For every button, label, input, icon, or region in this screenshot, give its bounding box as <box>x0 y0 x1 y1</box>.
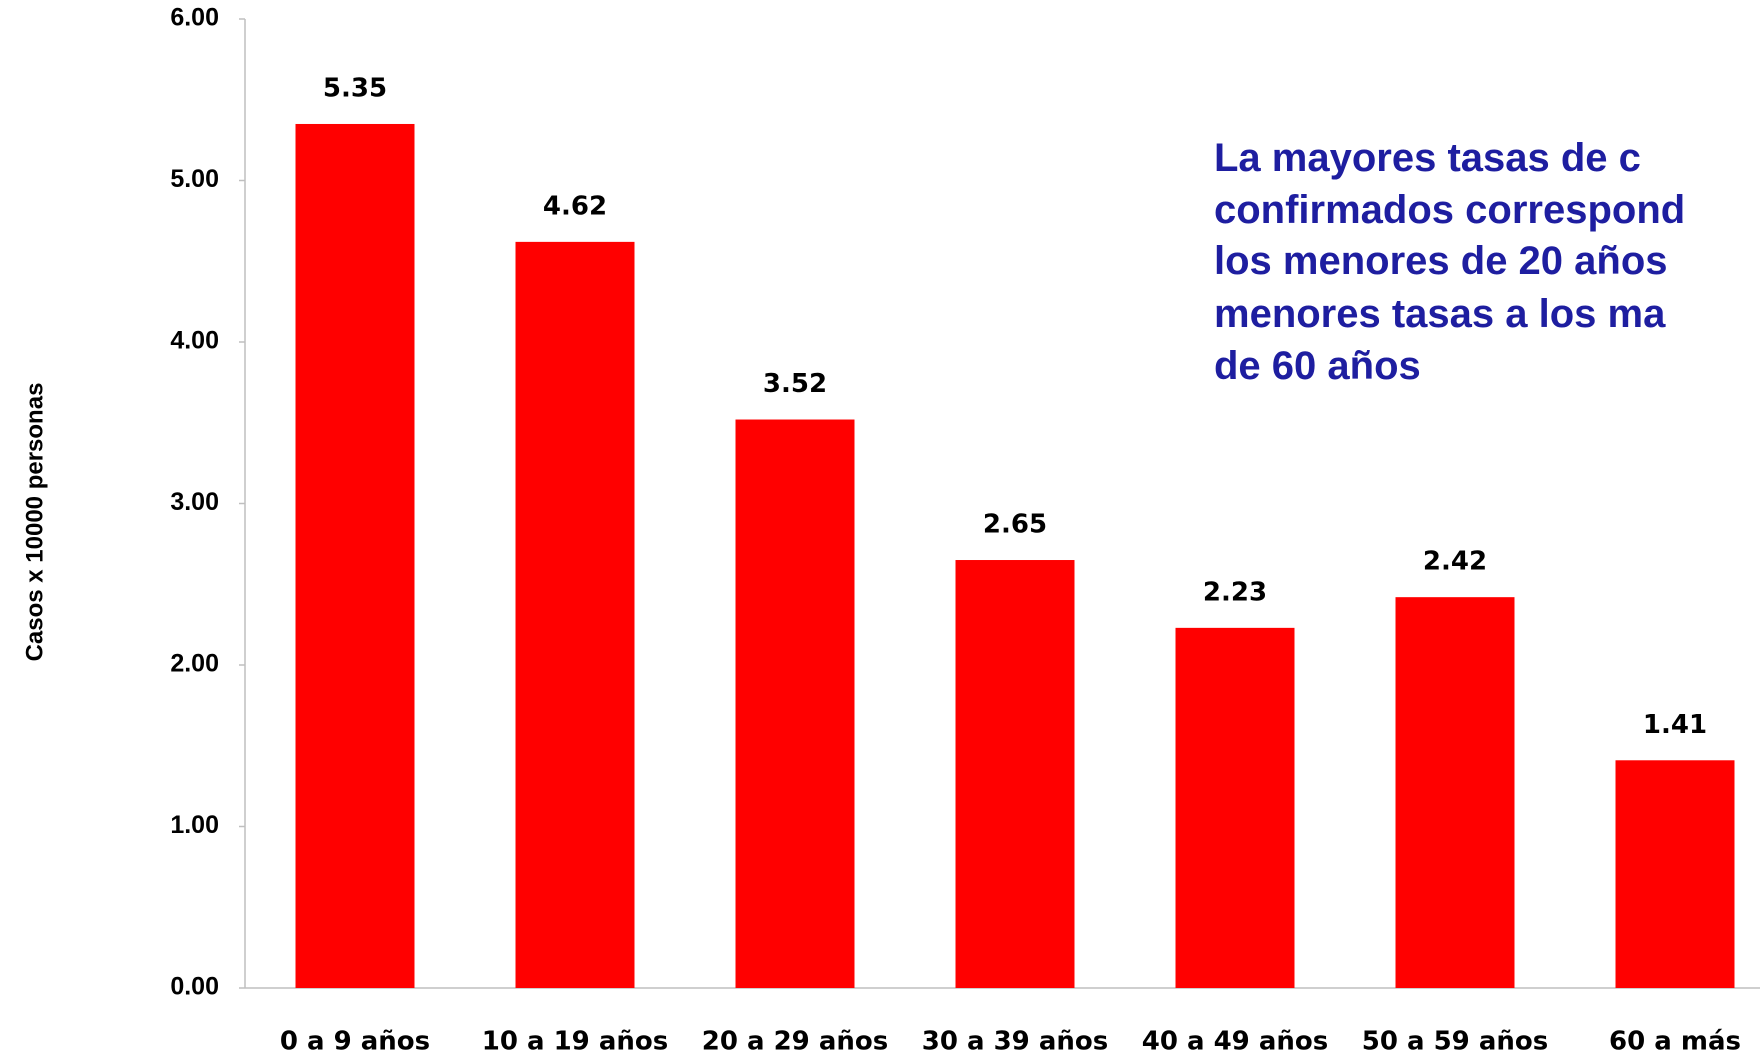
bar <box>295 123 415 989</box>
value-label: 4.62 <box>543 191 607 221</box>
x-tick-label: 60 a más <box>1609 1027 1741 1057</box>
y-tick-label: 6.00 <box>170 4 219 32</box>
x-tick-label: 20 a 29 años <box>702 1027 888 1057</box>
annotation-line: menores tasas a los ma <box>1214 292 1666 336</box>
x-tick-label: 40 a 49 años <box>1142 1027 1328 1057</box>
bar <box>955 560 1075 988</box>
bar <box>1395 597 1515 988</box>
bar <box>735 419 855 988</box>
x-tick-label: 50 a 59 años <box>1362 1027 1548 1057</box>
annotation-line: confirmados correspond <box>1214 188 1685 232</box>
y-tick-label: 2.00 <box>170 650 219 678</box>
bar <box>1175 627 1295 988</box>
annotation-line: los menores de 20 años <box>1214 239 1668 283</box>
bar <box>1615 760 1735 988</box>
y-tick-label: 1.00 <box>170 811 219 839</box>
x-tick-label: 0 a 9 años <box>280 1027 430 1057</box>
value-label: 1.41 <box>1643 710 1707 740</box>
y-tick-label: 5.00 <box>170 165 219 193</box>
y-tick-label: 4.00 <box>170 327 219 355</box>
y-tick-label: 3.00 <box>170 488 219 516</box>
annotation-line: de 60 años <box>1214 344 1421 388</box>
y-axis-title: Casos x 10000 personas <box>21 383 48 662</box>
x-tick-label: 30 a 39 años <box>922 1027 1108 1057</box>
value-label: 5.35 <box>323 73 387 103</box>
annotation-line: La mayores tasas de c <box>1214 136 1641 180</box>
x-tick-label: 10 a 19 años <box>482 1027 668 1057</box>
value-label: 2.42 <box>1423 547 1487 577</box>
bar <box>515 241 635 988</box>
value-label: 3.52 <box>763 369 827 399</box>
value-label: 2.65 <box>983 510 1047 540</box>
y-tick-label: 0.00 <box>170 973 219 1001</box>
value-label: 2.23 <box>1203 577 1267 607</box>
